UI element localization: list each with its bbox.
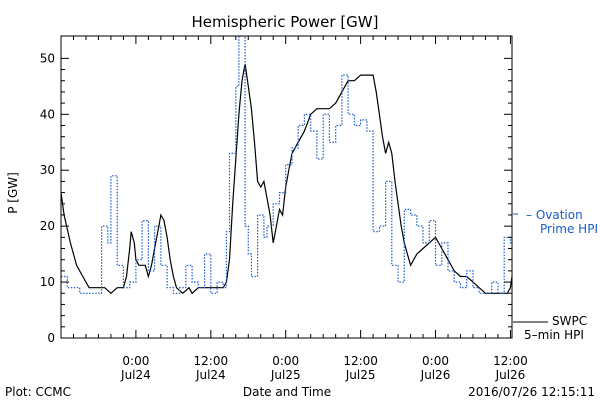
y-tick-label: 20 (40, 219, 55, 233)
x-tick-label-time: 12:00 (194, 354, 229, 368)
x-tick-label-time: 0:00 (122, 354, 149, 368)
legend: – Ovation Prime HPI SWPC 5–min HPI (513, 208, 598, 342)
y-tick-label: 30 (40, 163, 55, 177)
footer-plot-credit: Plot: CCMC (5, 385, 71, 399)
y-tick-label: 40 (40, 107, 55, 121)
legend-ovation-label-line1: – Ovation (526, 208, 583, 222)
x-tick-label-date: Jul26 (495, 368, 526, 382)
y-tick-label: 0 (47, 331, 55, 345)
legend-swpc-label-line1: SWPC (552, 314, 587, 328)
x-tick-label-time: 0:00 (272, 354, 299, 368)
x-tick-label-time: 0:00 (422, 354, 449, 368)
x-tick-label-time: 12:00 (493, 354, 528, 368)
x-tick-label-date: Jul24 (120, 368, 151, 382)
chart-title: Hemispheric Power [GW] (192, 13, 379, 31)
x-tick-label-date: Jul26 (420, 368, 451, 382)
axes-layer: 010203040500:00Jul2412:00Jul240:00Jul251… (40, 35, 528, 382)
series-layer (60, 35, 513, 295)
plot-frame (60, 35, 513, 339)
footer-timestamp: 2016/07/26 12:15:11 (468, 385, 595, 399)
y-tick-label: 10 (40, 275, 55, 289)
series-line-ovation-prime-hpi (61, 35, 512, 294)
series-line-swpc-hpi (60, 63, 513, 295)
x-axis-label: Date and Time (243, 385, 331, 399)
x-tick-label-date: Jul25 (345, 368, 376, 382)
legend-ovation-label-line2: Prime HPI (540, 222, 598, 236)
legend-swpc-label-line2: 5–min HPI (524, 328, 584, 342)
y-tick-label: 50 (40, 51, 55, 65)
x-tick-label-date: Jul24 (195, 368, 226, 382)
x-tick-label-date: Jul25 (270, 368, 301, 382)
x-tick-label-time: 12:00 (343, 354, 378, 368)
y-axis-label: P [GW] (6, 172, 20, 214)
